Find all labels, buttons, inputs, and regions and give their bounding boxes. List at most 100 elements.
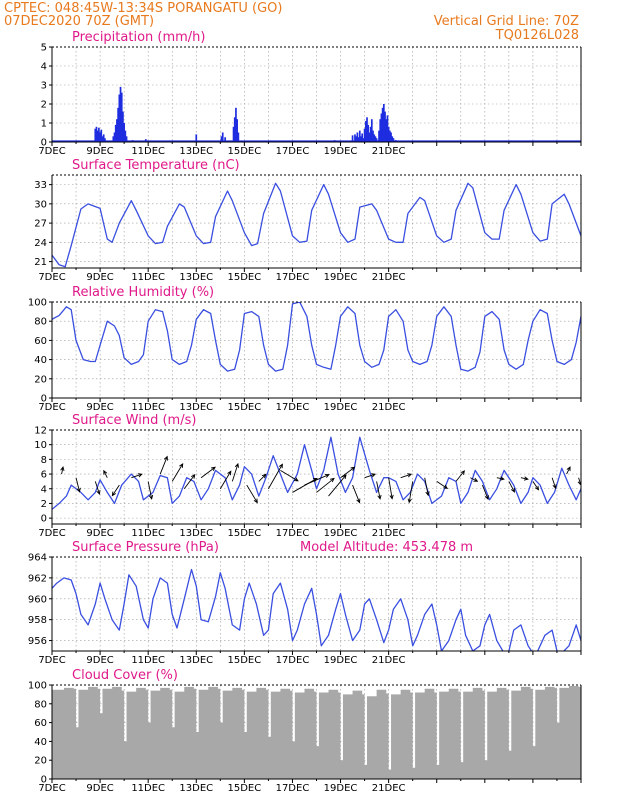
- precip-bar: [232, 126, 235, 142]
- y-tick-label: 12: [34, 426, 47, 437]
- panel-5: 0 20 40 60 80 100 7DEC 9DEC 11DEC 13DEC 15DEC 17DEC…: [28, 668, 582, 794]
- x-tick-label: 17DEC: [276, 655, 310, 666]
- wind-arrow: [60, 466, 65, 475]
- x-tick-label: 7DEC: [38, 783, 65, 794]
- series-line: [52, 182, 581, 268]
- precip-bar: [123, 123, 125, 142]
- x-tick-label: 21DEC: [372, 655, 406, 666]
- panel-4: 956 958 960 962 964 7DEC 9DEC 11DEC 13DEC 15DEC 17…: [28, 540, 582, 666]
- x-tick-label: 9DEC: [86, 272, 113, 283]
- y-tick-label: 3: [41, 81, 47, 92]
- y-tick-label: 5: [41, 43, 47, 54]
- wind-arrow: [551, 477, 557, 490]
- y-tick-label: 4: [41, 62, 47, 73]
- x-tick-label: 11DEC: [131, 272, 165, 283]
- precip-bar: [94, 128, 97, 142]
- y-tick-label: 33: [34, 180, 47, 191]
- precip-bar: [117, 107, 119, 142]
- y-tick-label: 0: [41, 775, 47, 786]
- x-tick-label: 7DEC: [38, 272, 65, 283]
- y-tick-label: 20: [34, 374, 47, 385]
- precip-bar: [361, 133, 364, 142]
- wind-arrow: [376, 481, 382, 500]
- panel-annotation: Model Altitude: 453.478 m: [300, 540, 473, 555]
- wind-arrow: [219, 470, 232, 489]
- wind-arrow: [304, 473, 330, 486]
- y-tick-label: 20: [34, 756, 47, 767]
- y-tick-label: 40: [34, 737, 47, 748]
- x-tick-label: 7DEC: [38, 146, 65, 157]
- precip-bar: [236, 119, 238, 142]
- precip-bar: [367, 124, 370, 142]
- precip-bar: [374, 136, 377, 142]
- series-line: [52, 302, 581, 372]
- panel-title: Precipitation (mm/h): [72, 30, 205, 45]
- y-tick-label: 962: [28, 573, 47, 584]
- precip-bar: [122, 111, 124, 142]
- x-tick-label: 9DEC: [86, 528, 113, 539]
- precip-bar: [375, 138, 378, 142]
- panel-title: Surface Pressure (hPa): [72, 540, 219, 555]
- precip-bar: [364, 121, 367, 142]
- precip-bar: [96, 130, 99, 142]
- x-tick-label: 15DEC: [227, 655, 261, 666]
- wind-arrow: [340, 466, 356, 479]
- y-tick-label: 0: [41, 514, 47, 525]
- precip-bar: [101, 136, 104, 142]
- precip-bar: [357, 137, 360, 142]
- wind-arrow: [246, 484, 258, 504]
- y-tick-label: 2: [41, 100, 47, 111]
- header-date: 07DEC2020 70Z (GMT): [4, 14, 154, 29]
- precip-bar: [370, 119, 373, 142]
- precip-bar: [116, 119, 118, 142]
- y-tick-label: 4: [41, 484, 47, 495]
- wind-arrow: [171, 463, 184, 482]
- x-tick-label: 21DEC: [372, 528, 406, 539]
- wind-arrow: [103, 469, 108, 478]
- y-tick-label: 80: [34, 699, 47, 710]
- y-tick-label: 60: [34, 718, 47, 729]
- wind-arrow: [388, 477, 394, 500]
- wind-arrow: [436, 481, 449, 489]
- precip-bar: [119, 86, 122, 142]
- precip-bar: [118, 94, 121, 142]
- x-tick-label: 7DEC: [38, 655, 65, 666]
- x-tick-label: 17DEC: [276, 783, 310, 794]
- precip-bar: [391, 136, 394, 142]
- x-tick-label: 13DEC: [179, 783, 213, 794]
- precip-bar: [362, 138, 365, 142]
- wind-arrow: [407, 481, 414, 504]
- precip-bar: [102, 134, 105, 142]
- precip-bar: [382, 104, 385, 142]
- y-tick-label: 0: [41, 394, 47, 405]
- precip-bar: [195, 134, 198, 142]
- precip-bar: [390, 132, 392, 142]
- precip-bar: [100, 129, 103, 142]
- x-tick-label: 15DEC: [227, 528, 261, 539]
- plot-area: [52, 685, 581, 779]
- y-tick-label: 100: [28, 681, 47, 692]
- x-tick-label: 15DEC: [227, 146, 261, 157]
- plot-area: [52, 436, 581, 510]
- wind-arrow: [364, 473, 377, 479]
- header-grid-note: Vertical Grid Line: 70Z: [434, 14, 579, 29]
- y-tick-label: 80: [34, 317, 47, 328]
- panel-title: Surface Wind (m/s): [72, 413, 196, 428]
- wind-arrow: [508, 481, 515, 493]
- plot-area: [52, 568, 581, 651]
- wind-arrow: [131, 473, 143, 479]
- plot-area: [52, 182, 581, 268]
- precip-bar: [124, 130, 127, 142]
- x-tick-label: 19DEC: [324, 655, 358, 666]
- y-tick-label: 956: [28, 636, 47, 647]
- precip-bar: [380, 113, 383, 142]
- wind-arrow: [159, 455, 168, 475]
- x-tick-label: 15DEC: [227, 783, 261, 794]
- precip-bar: [392, 138, 395, 142]
- wind-arrow: [280, 470, 299, 482]
- precip-bar: [235, 107, 237, 142]
- precip-bar: [356, 132, 359, 142]
- precip-bar: [351, 135, 354, 142]
- cloud-cover-area: [52, 685, 581, 779]
